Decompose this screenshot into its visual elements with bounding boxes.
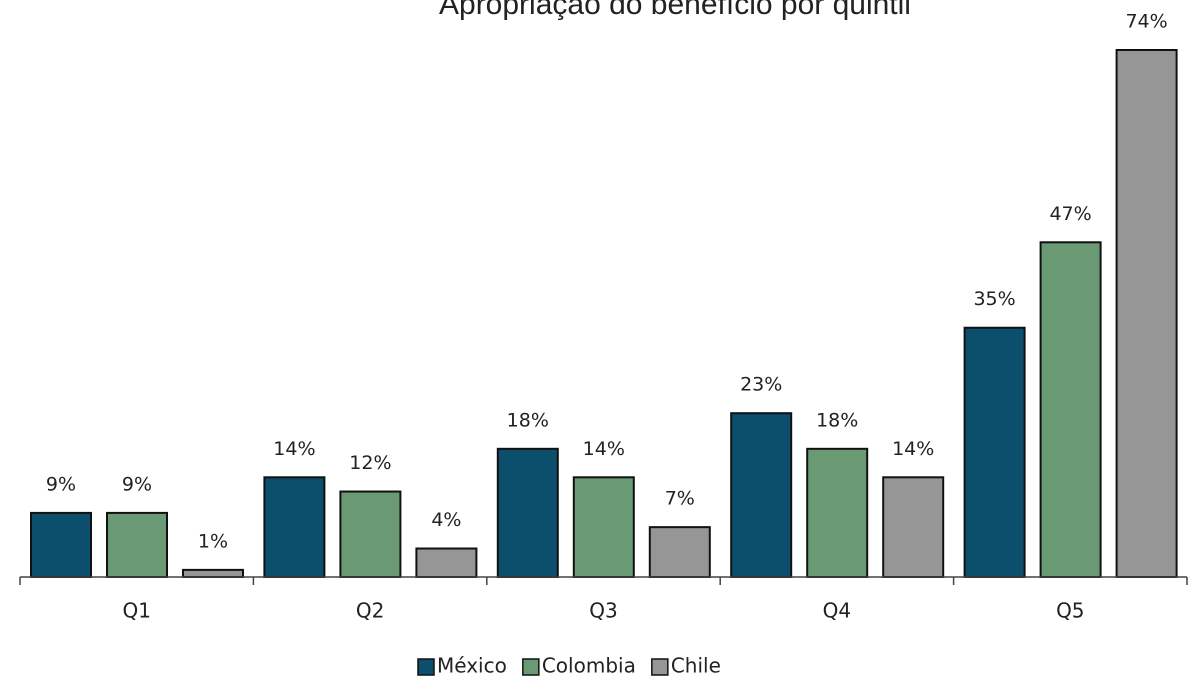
x-tick-label: Q2: [356, 599, 384, 623]
legend-swatch: [417, 658, 435, 676]
bar: [730, 412, 793, 578]
bar: [572, 476, 635, 579]
bar: [182, 568, 244, 578]
data-label: 47%: [1049, 203, 1091, 225]
chart-title: Apropriação do benefício por quintil: [439, 0, 911, 21]
data-label: 18%: [816, 409, 858, 431]
data-label: 14%: [583, 438, 625, 460]
bar: [806, 447, 869, 579]
x-tick-label: Q5: [1056, 599, 1084, 623]
bar: [339, 490, 402, 578]
bar: [496, 447, 559, 579]
bar: [1115, 49, 1178, 578]
data-label: 4%: [431, 509, 461, 531]
data-label: 9%: [122, 473, 152, 495]
legend-label: Chile: [671, 654, 721, 678]
legend-label: México: [437, 654, 507, 678]
bar: [1039, 241, 1102, 578]
bar: [106, 511, 168, 578]
bar: [648, 526, 711, 578]
bar: [263, 476, 326, 579]
bar: [30, 511, 92, 578]
data-label: 23%: [740, 374, 782, 396]
legend-swatch: [522, 658, 540, 676]
data-label: 74%: [1125, 11, 1167, 33]
data-label: 14%: [892, 438, 934, 460]
legend-label: Colombia: [542, 654, 636, 678]
data-label: 9%: [46, 473, 76, 495]
bar: [415, 547, 478, 578]
x-tick-label: Q1: [122, 599, 150, 623]
data-label: 18%: [507, 409, 549, 431]
x-tick-label: Q4: [823, 599, 851, 623]
data-label: 14%: [273, 438, 315, 460]
legend-swatch: [651, 658, 669, 676]
data-label: 1%: [198, 530, 228, 552]
x-tick-label: Q3: [589, 599, 617, 623]
data-label: 12%: [349, 452, 391, 474]
data-label: 35%: [973, 288, 1015, 310]
bar: [882, 476, 945, 579]
data-label: 7%: [665, 488, 695, 510]
bar: [963, 326, 1026, 579]
